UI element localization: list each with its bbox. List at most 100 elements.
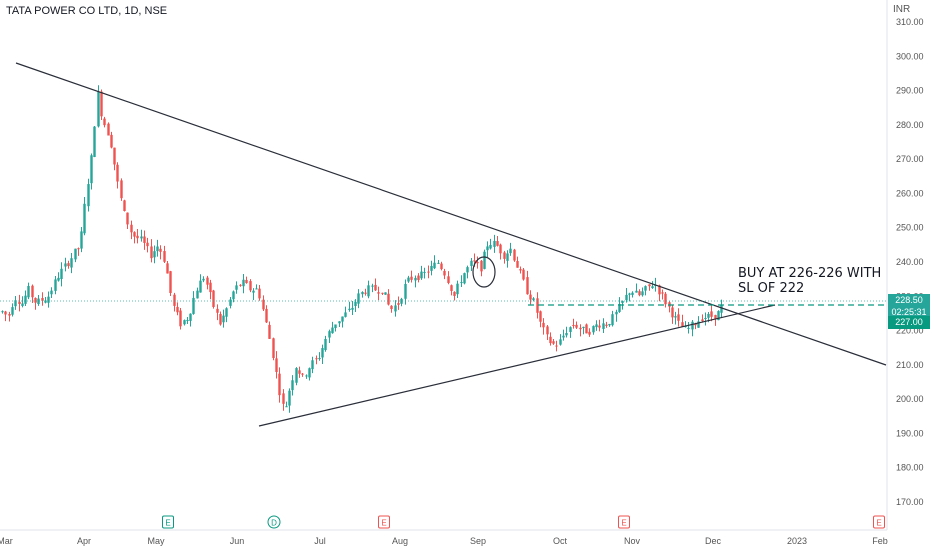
candle-body: [539, 311, 542, 322]
candle-body: [384, 292, 387, 295]
candle-body: [463, 273, 466, 284]
candle-body: [97, 91, 100, 127]
candle-body: [483, 251, 486, 269]
candle-body: [456, 283, 459, 295]
candle-body: [110, 134, 113, 148]
y-axis-ticks: 310.00 300.00 290.00 280.00 270.00 260.00 250.…: [896, 17, 924, 507]
candle-body: [410, 276, 413, 280]
candle-body: [608, 324, 611, 326]
candle-body: [400, 298, 403, 304]
y-tick-label: 280.00: [896, 120, 924, 130]
candle-body: [288, 390, 291, 406]
candle-body: [519, 269, 522, 271]
candle-body: [628, 293, 631, 295]
x-axis-label: Sep: [470, 536, 486, 546]
candle-body: [44, 300, 47, 303]
candle-body: [414, 277, 417, 281]
candle-body: [107, 123, 110, 136]
candle-body: [47, 296, 50, 303]
y-tick-label: 180.00: [896, 463, 924, 473]
candle-body: [163, 251, 166, 262]
candle-body: [354, 301, 357, 306]
candle-body: [450, 285, 453, 291]
candle-body: [282, 393, 285, 404]
candle-body: [361, 291, 364, 295]
candle-body: [701, 319, 704, 322]
candle-body: [694, 323, 697, 326]
candle-body: [173, 294, 176, 306]
candle-body: [427, 271, 430, 273]
candle-body: [579, 327, 582, 330]
candle-body: [407, 277, 410, 282]
candle-body: [437, 262, 440, 264]
candle-body: [252, 290, 255, 293]
trade-annotation[interactable]: BUY AT 226-226 WITH SL OF 222: [738, 266, 882, 296]
currency-label: INR: [893, 4, 911, 15]
earnings-marker-shape: [618, 515, 630, 529]
candle-body: [123, 200, 126, 211]
candle-body: [189, 313, 192, 321]
candle-body: [255, 288, 258, 290]
candle-body: [315, 358, 318, 360]
candle-body: [357, 293, 360, 304]
candle-body: [324, 339, 327, 351]
candle-body: [684, 326, 687, 328]
event-marker-label: E: [381, 519, 386, 528]
candle-body: [60, 268, 63, 280]
y-tick-label: 190.00: [896, 428, 924, 438]
candle-body: [387, 293, 390, 305]
y-tick-label: 210.00: [896, 360, 924, 370]
candle-body: [476, 262, 479, 264]
candle-body: [245, 279, 248, 284]
y-tick-label: 250.00: [896, 223, 924, 233]
candle-body: [265, 308, 268, 323]
candle-body: [532, 298, 535, 300]
candle-body: [278, 373, 281, 396]
candle-body: [262, 299, 265, 310]
candle-body: [103, 118, 106, 126]
candle-body: [394, 305, 397, 312]
candle-body: [681, 322, 684, 327]
candle-body: [239, 284, 242, 286]
candle-body: [24, 295, 27, 304]
candle-body: [146, 242, 149, 247]
candle-body: [466, 267, 469, 273]
candle-body: [443, 270, 446, 276]
candle-body: [298, 370, 301, 374]
earnings-marker: E: [618, 515, 630, 529]
candle-body: [311, 360, 314, 370]
candle-body: [83, 203, 86, 234]
candle-body: [529, 294, 532, 300]
candle-body: [489, 244, 492, 249]
candle-body: [588, 331, 591, 335]
candle-body: [585, 324, 588, 334]
event-marker-label: E: [621, 519, 626, 528]
last-price-badge: 228.50: [888, 294, 930, 307]
candle-body: [565, 333, 568, 336]
x-axis-label: Oct: [553, 536, 568, 546]
candle-body: [618, 304, 621, 312]
candle-body: [658, 285, 661, 295]
candle-body: [334, 324, 337, 329]
candle-body: [344, 312, 347, 317]
candle-body: [648, 284, 651, 287]
candle-body: [664, 293, 667, 305]
candle-body: [480, 260, 483, 272]
candle-body: [611, 314, 614, 326]
candle-body: [635, 290, 638, 293]
candle-body: [196, 290, 199, 299]
candle-body: [582, 326, 585, 328]
dividend-marker: D: [267, 515, 281, 529]
y-tick-label: 310.00: [896, 17, 924, 27]
descending-trendline: [15, 62, 887, 366]
candle-body: [687, 327, 690, 329]
x-axis-label: Nov: [624, 536, 641, 546]
candle-body: [301, 373, 304, 375]
candle-body: [720, 305, 723, 313]
candle-body: [90, 155, 93, 184]
candle-body: [598, 325, 601, 328]
candle-body: [21, 303, 24, 306]
trendline-drawings[interactable]: [0, 62, 887, 427]
